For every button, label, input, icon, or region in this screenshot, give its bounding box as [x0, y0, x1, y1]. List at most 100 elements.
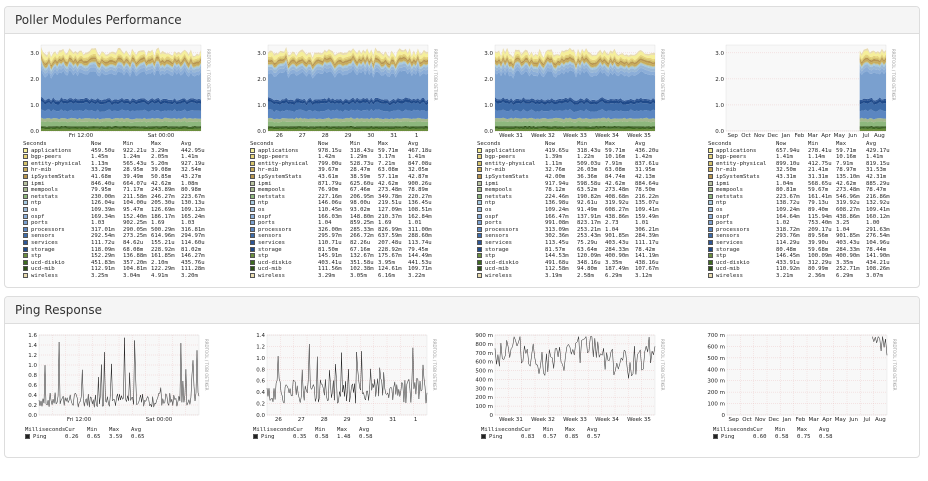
legend-value: 3.12m [635, 272, 652, 279]
legend-value: 32.50m [776, 167, 797, 174]
legend-row: ntp 138.72u 79.13u 319.92u 132.92u [708, 200, 908, 207]
legend-label: sensors [258, 233, 282, 240]
legend-value: 76.90m [318, 187, 339, 194]
legend-value: 228.92m [151, 246, 175, 253]
stack-area-hr-mib [41, 56, 201, 70]
legend-value: 160.12m [866, 213, 890, 220]
legend-value: 799.00u [318, 160, 342, 167]
legend-value: 3.04m [123, 272, 140, 279]
x-tick-label: Week 33 [563, 417, 587, 423]
legend-value: 419.65u [545, 147, 569, 154]
poller-chart: 3.0 2.0 1.0 0.0 Week 31 Week 32 Week 33 Week 34… [484, 44, 665, 139]
legend-label: hr-mib [258, 167, 279, 174]
legend-label: ntp [716, 200, 727, 207]
x-tick-label: 28 [322, 133, 329, 139]
legend-header-cell: Min [577, 141, 588, 147]
stack-area-bgp-peers [495, 52, 655, 63]
legend-value: 246.27m [151, 193, 175, 200]
legend-value: 162.84m [408, 213, 432, 220]
poller-graph: 3.0 2.0 1.0 0.0 Week 31 Week 32 Week 33 Week 34… [477, 39, 677, 279]
legend-label: ports [485, 220, 502, 227]
legend-row: wireless 3.21m 2.36m 6.29m 3.07m [708, 272, 908, 280]
legend-header: Seconds Now Min Max Avg [250, 141, 450, 148]
legend-value: 1.04m [776, 180, 793, 187]
legend-value: 113.45u [545, 239, 569, 246]
legend-swatch [708, 233, 713, 239]
legend-label: processors [716, 226, 750, 233]
x-tick-label: Sat 00:00 [148, 133, 175, 139]
legend-swatch [250, 173, 255, 179]
legend-header-cell: Seconds [23, 141, 47, 147]
legend-label: ports [258, 220, 275, 227]
legend-value: 319.92u [605, 200, 629, 207]
legend-value: 0.60 [753, 433, 767, 440]
y-tick-label: 0.0 [257, 129, 266, 135]
legend-value: 41.68m [91, 173, 112, 180]
legend-label: storage [258, 246, 282, 253]
legend-swatch [253, 433, 258, 439]
legend-label: entity-physical [31, 160, 82, 167]
legend-header-cell: Max [605, 141, 616, 147]
y-tick-label: 3.0 [715, 51, 724, 57]
legend-label: sensors [716, 233, 740, 240]
legend-value: 38.59m [350, 173, 371, 180]
legend-row: storage 118.09m 68.08m 228.92m 81.02m [23, 246, 223, 254]
legend-row: ucd-mib 112.58m 94.80m 187.49m 107.67m [477, 266, 677, 273]
legend-value: 3.22m [408, 272, 425, 279]
legend-value: 900.26u [408, 180, 432, 187]
legend-label: Ping [33, 433, 47, 440]
stack-area-mempools [268, 117, 428, 123]
legend-swatch [477, 220, 482, 226]
legend-swatch [25, 433, 30, 439]
legend-value: 146.45m [776, 253, 800, 260]
x-tick-label: Week 31 [499, 133, 523, 139]
legend-label: ipmi [31, 180, 45, 187]
legend-value: 5.20m [151, 160, 168, 167]
stack-area-bgp-peers [41, 51, 201, 64]
legend-value: 1.45m [91, 154, 108, 161]
stack-area-processors [859, 109, 886, 120]
legend-value: 436.20u [635, 147, 659, 154]
legend-row: ipSystemStats 43.31m 31.31m 135.10m 42.31m [708, 173, 908, 181]
legend-value: 42.31m [866, 173, 887, 180]
legend-value: 206.95m [350, 193, 374, 200]
legend-value: 351.58u [350, 259, 374, 266]
legend-value: 63.64m [577, 246, 598, 253]
legend-value: 1.42m [318, 154, 335, 161]
legend-value: 81.02m [181, 246, 202, 253]
legend-header-cell: Now [545, 141, 556, 147]
legend-value: 253.43m [577, 233, 601, 240]
legend-value: 161.41m [808, 193, 832, 200]
legend-header: Seconds Now Min Max Avg [23, 141, 223, 148]
legend-value: 67.46m [350, 187, 371, 194]
legend-label: netstats [31, 193, 58, 200]
legend-row: hr-mib 33.29m 28.95m 39.08m 32.54m [23, 167, 223, 174]
legend-row: services 110.71u 82.26u 207.48u 113.74u [250, 239, 450, 247]
legend-value: 84.62u [123, 239, 144, 246]
y-tick-label: 0.4 [256, 390, 265, 396]
legend-value: 135.07u [635, 200, 659, 207]
legend-label: wireless [31, 272, 58, 279]
legend-row: ucd-mib 111.56m 102.38m 124.61m 109.71m [250, 266, 450, 273]
legend-value: 91.49m [577, 206, 598, 213]
legend-value: 187.49m [605, 266, 629, 273]
legend-value: 219.51u [378, 200, 402, 207]
legend-value: 79.13u [808, 200, 829, 207]
stack-area-wireless [495, 47, 655, 60]
legend-value: 288.60m [408, 233, 432, 240]
legend-row: Ping 0.35 0.58 1.48 0.58 [253, 433, 443, 441]
legend-value: 112.91m [91, 266, 115, 273]
legend-row: applications 459.50u 922.21u 3.29m 442.95u [23, 147, 223, 155]
legend-row: ucd-mib 112.91m 104.81m 122.29m 111.28m [23, 266, 223, 273]
y-tick-label: 0 [490, 413, 494, 419]
x-tick-label: Week 31 [499, 417, 523, 423]
legend-value: 273.48m [378, 187, 402, 194]
stack-area-mempools [495, 117, 655, 123]
legend-value: 1.00 [866, 220, 880, 227]
y-tick-label: 0.0 [484, 129, 493, 135]
legend-swatch [250, 206, 255, 212]
legend-value: 568.65u [808, 180, 832, 187]
legend-row: bgp-peers 1.39m 1.22m 10.16m 1.42m [477, 154, 677, 161]
legend-label: ucd-diskio [31, 259, 65, 266]
x-tick-label: Aug [875, 417, 886, 423]
